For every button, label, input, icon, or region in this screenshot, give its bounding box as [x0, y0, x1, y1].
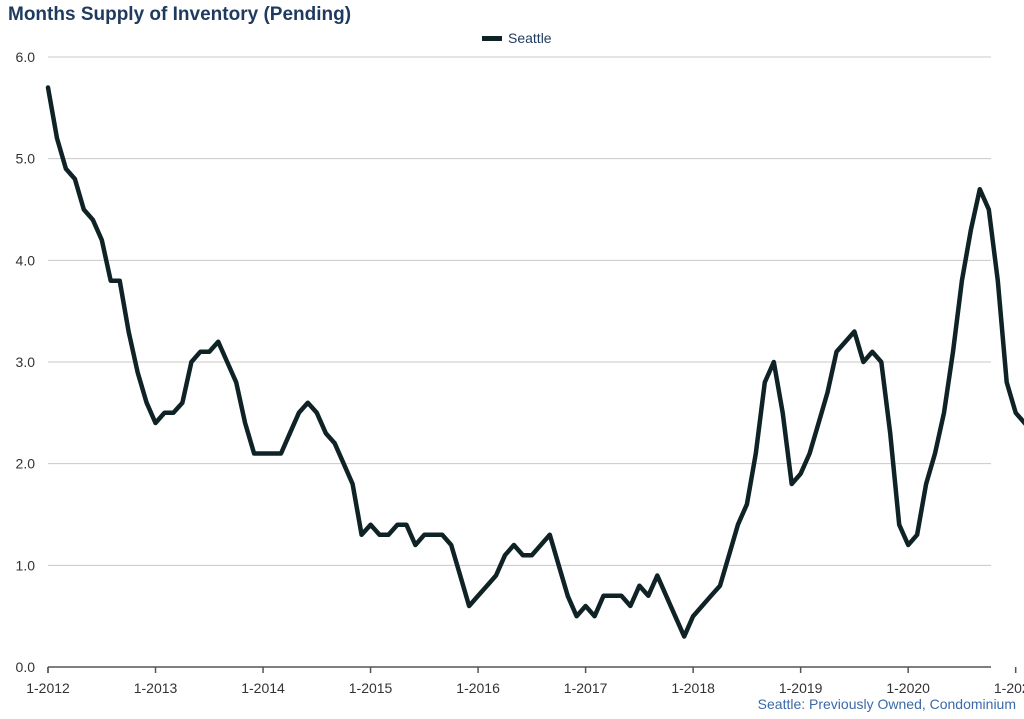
- chart-footnote: Seattle: Previously Owned, Condominium: [757, 696, 1016, 712]
- x-tick-label: 1-2018: [671, 680, 715, 696]
- x-tick-label: 1-2019: [779, 680, 823, 696]
- y-tick-label: 6.0: [16, 49, 36, 65]
- x-tick-label: 1-2014: [241, 680, 285, 696]
- chart-title: Months Supply of Inventory (Pending): [8, 4, 352, 25]
- y-tick-label: 3.0: [16, 354, 36, 370]
- x-tick-label: 1-2017: [564, 680, 608, 696]
- x-tick-label: 1-2013: [134, 680, 178, 696]
- x-tick-label: 1-2015: [349, 680, 393, 696]
- y-tick-label: 2.0: [16, 456, 36, 472]
- legend: Seattle: [482, 30, 552, 46]
- series-line-seattle: [45, 85, 1024, 639]
- x-tick-label: 1-2012: [26, 680, 70, 696]
- y-tick-label: 1.0: [16, 557, 36, 573]
- y-tick-label: 0.0: [16, 659, 36, 675]
- legend-label: Seattle: [508, 30, 552, 46]
- x-tick-label: 1-2016: [456, 680, 500, 696]
- y-tick-label: 5.0: [16, 151, 36, 167]
- y-tick-label: 4.0: [16, 252, 36, 268]
- x-tick-label: 1-2021: [994, 680, 1024, 696]
- x-tick-label: 1-2020: [886, 680, 930, 696]
- legend-swatch: [482, 35, 502, 41]
